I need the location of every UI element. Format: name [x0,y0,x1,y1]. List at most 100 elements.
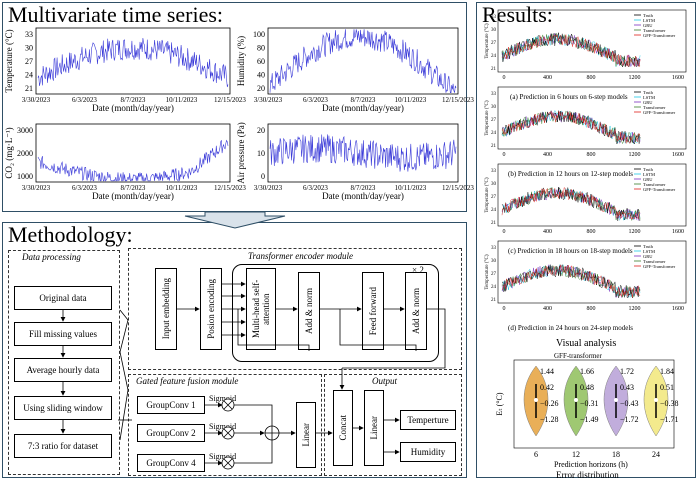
series-line-3 [269,134,457,172]
violin-median-label-1: −0.31 [580,399,599,408]
legend-label-2-1: LSTM [643,172,655,177]
gc-to-sum-1 [234,404,273,426]
ytick-3-2: 0 [261,172,265,181]
ytick-2-2: 1000 [17,172,33,181]
result-frame-3 [497,240,687,304]
violin-xtick-0: 6 [534,450,538,459]
violin-frame [513,359,675,449]
xlabel-0: Date (month/day/year) [92,103,174,113]
ylabel-1: Humidity (%) [236,36,246,86]
ytick-3-0: 20 [257,126,265,135]
gated-linear-block: Linear [296,402,316,468]
res-ytick-1-3: 24 [491,131,497,136]
sigmoid-label-2: Sigmoid [209,422,237,431]
res-ylabel-3: Temperature (°C) [485,254,490,289]
res-ytick-0-3: 24 [491,54,497,59]
xtick-0-1: 6/3/2023 [72,96,97,104]
violin-upper-1: 1.66 [580,367,594,376]
res-ytick-1-0: 33 [491,92,497,97]
encoder-section [128,248,462,370]
res-xtick-3-2: 800 [587,306,596,312]
legend-label-1-2: GRU [643,100,653,105]
res-ytick-2-4: 21 [491,221,497,226]
results-title: Results: [482,2,553,27]
ylabel-0: Temperature (°C) [4,29,14,92]
series-line-0 [37,37,229,88]
step-sliding-window: Using sliding window [14,396,112,420]
xtick-1-4: 12/15/2023 [442,96,474,104]
plot-frame-3 [267,123,459,183]
ytick-0-0: 33 [25,30,33,39]
sigmoid-label-3: Sigmoid [209,452,237,461]
legend-label-1-0: Truth [643,90,654,95]
feed-forward-block: Feed forward [362,272,384,350]
output-section [324,374,462,476]
result-series-3-2 [501,265,641,298]
multiply-mark-2 [223,458,233,468]
concat-block: Concat [333,390,353,466]
legend-label-0-1: LSTM [643,18,655,23]
plot-frame-2 [35,123,231,183]
violin-q3-1: 0.48 [580,383,594,392]
position-encoding-block: Posion encoding [200,268,222,350]
violin-median-label-0: −0.26 [540,399,559,408]
violin-q3-3: 0.51 [660,383,674,392]
res-ylabel-0: Temperature (°C) [485,23,490,58]
legend-label-0-0: Truth [643,13,654,18]
res-xtick-2-1: 400 [543,229,552,235]
xtick-3-3: 10/11/2023 [395,184,427,192]
groupconv-2: GroupConv 2 [137,424,205,442]
res-ytick-3-3: 24 [491,285,497,290]
res-xtick-2-2: 800 [587,229,596,235]
enc-out-line [342,308,446,369]
xtick-2-0: 3/30/2023 [22,184,51,192]
step-original-data: Original data [14,286,112,310]
res-ylabel-2: Temperature (°C) [485,177,490,212]
violin-lower-3: −1.71 [660,415,679,424]
result-series-2-3 [501,187,641,222]
sigmoid-label-1: Sigmoid [209,394,237,403]
res-ytick-0-0: 33 [491,15,497,20]
legend-label-3-0: Truth [643,244,654,249]
visual-analysis-title: Visual analysis [556,338,617,349]
res-xtick-0-3: 1200 [629,75,641,81]
res-xtick-0-0: 0 [503,75,506,81]
enc-residual-2 [339,309,417,351]
input-embedding-block: Input embedding [155,268,177,350]
violin-upper-2: 1.72 [620,367,634,376]
legend-label-3-3: Transformer [643,259,666,264]
violin-xtick-2: 18 [612,450,620,459]
xtick-1-0: 3/30/2023 [254,96,283,104]
violin-lower-1: −1.49 [580,415,599,424]
xtick-1-1: 6/3/2023 [303,96,328,104]
violin-median-label-2: −0.43 [620,399,639,408]
ytick-1-3: 40 [257,71,265,80]
ylabel-3: Air pressure (Pa) [236,122,246,183]
caption-b: (b) Prediction in 12 hours on 12-step mo… [508,170,634,178]
legend-label-2-2: GRU [643,177,653,182]
result-series-3-4 [501,264,641,298]
res-ytick-2-0: 33 [491,169,497,174]
xtick-0-3: 10/11/2023 [166,96,198,104]
res-xtick-2-3: 1200 [629,229,641,235]
caption-c: (c) Prediction in 18 hours on 18-step mo… [508,247,633,255]
multiply-mark-1 [223,428,233,438]
xtick-2-3: 10/11/2023 [166,184,198,192]
result-frame-0 [497,9,687,73]
xlabel-2: Date (month/day/year) [92,191,174,201]
res-xtick-1-2: 800 [587,152,596,158]
xtick-2-4: 12/15/2023 [214,184,246,192]
xtick-0-2: 8/7/2023 [121,96,146,104]
res-ytick-0-1: 30 [491,28,497,33]
res-xtick-1-1: 400 [543,152,552,158]
violin-median-label-3: −0.38 [660,399,679,408]
res-xtick-1-4: 1600 [672,152,684,158]
violin-median-3 [654,398,658,402]
legend-label-2-3: Transformer [643,182,666,187]
violin-xtick-3: 24 [652,450,660,459]
result-frame-1 [497,86,687,150]
ytick-2-1: 2000 [17,149,33,158]
ytick-3-1: 10 [257,149,265,158]
groupconv-4: GroupConv 4 [137,454,205,472]
data-processing-section [8,250,120,475]
